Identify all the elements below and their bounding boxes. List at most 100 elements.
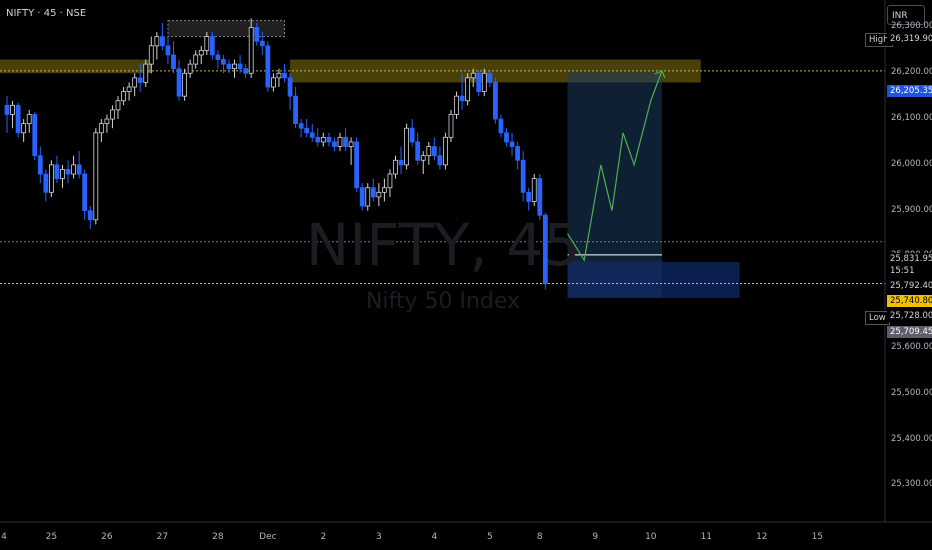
candle xyxy=(520,151,526,202)
candle xyxy=(448,109,454,142)
entry-value-tag: 25,792.40 xyxy=(887,280,932,292)
candle xyxy=(465,73,471,106)
candle-body xyxy=(265,45,271,88)
candle xyxy=(287,73,293,110)
candle-body xyxy=(121,91,126,102)
candle xyxy=(270,73,276,92)
candle xyxy=(60,164,65,188)
candle-body xyxy=(365,187,371,207)
high-value-tag: 26,319.90 xyxy=(887,33,932,45)
candle-body xyxy=(337,136,343,147)
candle xyxy=(470,68,476,87)
candle-body xyxy=(60,169,65,179)
candle xyxy=(315,128,321,147)
candle-body xyxy=(182,72,188,97)
candle xyxy=(21,119,27,142)
symbol-title[interactable]: NIFTY · 45 · NSE xyxy=(6,8,87,19)
watermark-name: Nifty 50 Index xyxy=(366,289,520,314)
candles[interactable] xyxy=(4,18,548,290)
candle-body xyxy=(376,191,382,198)
candle xyxy=(49,160,54,197)
candle xyxy=(348,137,354,165)
candle xyxy=(454,91,459,120)
candle-body xyxy=(176,68,182,97)
projection-path[interactable] xyxy=(567,70,666,262)
candle xyxy=(320,132,326,147)
candle-body xyxy=(104,118,110,125)
candle xyxy=(165,36,171,65)
candle xyxy=(542,212,548,290)
projection-arrowhead xyxy=(654,70,666,79)
candle-body xyxy=(415,141,421,161)
candle xyxy=(65,160,71,184)
candle xyxy=(337,132,343,152)
price-tick-label: 25,900.00 xyxy=(891,204,932,215)
candle xyxy=(237,54,243,74)
candle-body xyxy=(159,36,165,47)
candle-body xyxy=(304,127,310,134)
candle-body xyxy=(443,136,448,166)
price-tick-label: 26,000.00 xyxy=(891,158,932,169)
time-tick-label: 26 xyxy=(101,532,113,542)
candle-body xyxy=(215,54,221,60)
candle-body xyxy=(315,136,321,143)
candle-body xyxy=(165,45,171,56)
candle-body xyxy=(326,136,332,143)
candle xyxy=(248,18,254,78)
long-position-tool[interactable] xyxy=(567,70,740,298)
candle xyxy=(370,178,376,202)
candle-body xyxy=(110,109,115,120)
price-tick-label: 25,600.00 xyxy=(891,342,932,352)
candle-body xyxy=(259,40,265,47)
candle-body xyxy=(87,210,93,221)
candle xyxy=(71,155,76,179)
candle-body xyxy=(465,77,471,102)
candle xyxy=(515,141,520,170)
candle xyxy=(481,68,487,97)
candle-body xyxy=(137,77,143,83)
zone-0 xyxy=(0,59,152,74)
low-value-tag: 25,728.00 xyxy=(887,310,932,322)
candle xyxy=(148,36,154,74)
price-tick-label: 25,500.00 xyxy=(891,387,932,398)
time-tick-label: Dec xyxy=(259,532,277,542)
time-tick-label: 27 xyxy=(156,532,169,542)
candle-body xyxy=(93,132,99,221)
candle-body xyxy=(426,146,432,157)
candle xyxy=(176,59,182,101)
candle xyxy=(276,68,282,87)
time-tick-label: 9 xyxy=(592,532,599,542)
candle-body xyxy=(243,68,249,74)
candle-body xyxy=(148,45,154,65)
candle-body xyxy=(193,54,199,65)
last-value-tag: 25,831.95 xyxy=(887,253,932,265)
currency-button[interactable]: INR xyxy=(887,5,925,25)
candle-body xyxy=(409,127,415,143)
candle-body xyxy=(232,63,237,70)
candle xyxy=(43,169,49,202)
candle-body xyxy=(504,132,509,143)
candle xyxy=(98,119,104,142)
candle-body xyxy=(154,36,160,47)
candle-body xyxy=(398,159,404,166)
candle xyxy=(221,54,226,74)
candle xyxy=(487,70,493,87)
candle-body xyxy=(171,54,176,70)
candle xyxy=(215,50,221,69)
candle-body xyxy=(209,36,215,56)
candle-body xyxy=(187,63,193,74)
candle xyxy=(459,73,465,110)
candle-body xyxy=(282,72,287,79)
candle xyxy=(492,77,498,124)
candle xyxy=(387,169,393,197)
candle xyxy=(426,141,432,165)
stop-value-tag: 25,709.45 xyxy=(887,326,932,338)
time-tick-label: 5 xyxy=(486,532,493,542)
time-tick-label: 3 xyxy=(375,532,382,542)
candle xyxy=(309,123,315,142)
candle xyxy=(365,183,371,211)
candle xyxy=(204,32,210,55)
candle xyxy=(93,128,99,225)
candle xyxy=(259,32,265,55)
